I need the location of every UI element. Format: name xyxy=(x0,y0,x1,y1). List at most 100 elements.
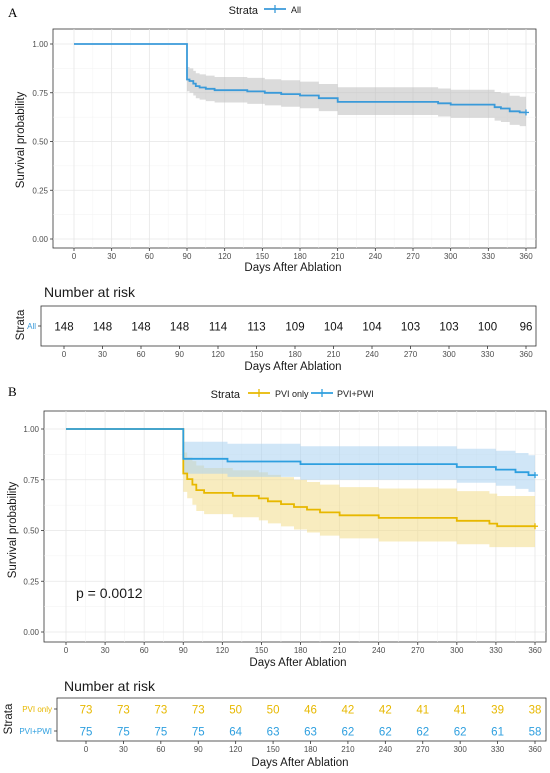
panel-a-x-tick-label: 270 xyxy=(406,252,420,261)
panel-a-x-tick-label: 180 xyxy=(293,252,307,261)
panel-a-risk-count-all: 104 xyxy=(324,322,344,334)
panel-a-x-tick-label: 360 xyxy=(519,252,533,261)
panel-b-x-tick-label: 300 xyxy=(450,646,464,655)
panel-a-x-tick-label: 240 xyxy=(369,252,383,261)
panel-a-y-tick-label: 0.25 xyxy=(32,186,48,195)
panel-b-risk-title: Number at risk xyxy=(64,678,156,694)
panel-b-risk-count-pvi-only: 41 xyxy=(454,705,467,717)
panel-b-risk-count-pvi-only: 50 xyxy=(267,705,280,717)
panel-b-x-tick-label: 150 xyxy=(255,646,269,655)
panel-b-risk-x-tick-label: 180 xyxy=(304,745,318,754)
panel-b-x-tick-label: 360 xyxy=(528,646,542,655)
panel-b-risk-count-pvi-pwi: 62 xyxy=(416,727,429,739)
panel-a-risk-row-label-all: All xyxy=(27,322,36,331)
panel-b-risk-count-pvi-pwi: 75 xyxy=(117,727,130,739)
panel-a-x-tick-label: 60 xyxy=(145,252,154,261)
panel-b-risk-count-pvi-pwi: 63 xyxy=(304,727,317,739)
panel-a-risk-count-all: 96 xyxy=(520,322,533,334)
panel-a-risk-count-all: 113 xyxy=(247,322,265,334)
panel-a-y-tick-label: 1.00 xyxy=(32,40,48,49)
panel-a-x-tick-label: 0 xyxy=(72,252,77,261)
panel-b-risk-x-tick-label: 30 xyxy=(119,745,128,754)
panel-b-x-tick-label: 60 xyxy=(140,646,149,655)
panel-a-risk-count-all: 148 xyxy=(93,322,112,334)
panel-b-letter: B xyxy=(8,384,17,399)
panel-b-risk-x-tick-label: 360 xyxy=(528,745,542,754)
panel-b-risk-count-pvi-only: 42 xyxy=(379,705,392,717)
panel-a-risk-count-all: 148 xyxy=(54,322,73,334)
panel-a-x-tick-label: 330 xyxy=(482,252,496,261)
panel-b-y-tick-label: 1.00 xyxy=(23,425,39,434)
panel-a-risk-count-all: 148 xyxy=(170,322,189,334)
panel-b-risk-strata-label: Strata xyxy=(3,703,15,734)
panel-a-risk-count-all: 104 xyxy=(362,322,382,334)
panel-b-risk-count-pvi-only: 73 xyxy=(192,705,205,717)
panel-a-risk-x-axis-title: Days After Ablation xyxy=(244,361,341,373)
panel-b-x-tick-label: 330 xyxy=(489,646,503,655)
panel-a-ci-band-all xyxy=(74,44,526,127)
panel-a-risk-x-tick-label: 60 xyxy=(137,350,146,359)
panel-a-y-tick-label: 0.00 xyxy=(32,235,48,244)
panel-b-legend-label-pvi-pwi: PVI+PWI xyxy=(337,389,374,399)
panel-b-risk-table: Number at risk Strata 0 30 60 90 120 150 180 21… xyxy=(3,678,547,769)
panel-b-p-value: p = 0.0012 xyxy=(76,585,143,601)
panel-a-risk-title: Number at risk xyxy=(44,284,136,300)
panel-a-survival-curve-all xyxy=(74,43,526,114)
panel-b-y-tick-label: 0.75 xyxy=(23,476,39,485)
panel-b-risk-count-pvi-only: 50 xyxy=(229,705,242,717)
panel-b-risk-row-label-pvi-only: PVI only xyxy=(22,705,52,714)
panel-a-risk-x-tick-label: 240 xyxy=(365,350,379,359)
panel-b-risk-x-tick-label: 0 xyxy=(84,745,89,754)
panel-b-ci-band-pvi-pwi xyxy=(66,429,535,492)
panel-a-risk-grid: 0 30 60 90 120 150 180 210 240 270 300 330 360 All 148… xyxy=(27,305,537,359)
panel-b-risk-x-tick-label: 330 xyxy=(491,745,505,754)
panel-a-risk-x-tick-label: 0 xyxy=(62,350,67,359)
panel-b-x-tick-label: 270 xyxy=(411,646,425,655)
panel-b-risk-x-tick-label: 300 xyxy=(453,745,467,754)
panel-a-risk-count-all: 114 xyxy=(209,322,228,334)
panel-a-x-axis-title: Days After Ablation xyxy=(244,262,341,274)
panel-b-legend: Strata PVI only PVI+PWI xyxy=(211,389,374,401)
panel-b-risk-x-tick-label: 270 xyxy=(416,745,430,754)
panel-a-risk-x-tick-label: 90 xyxy=(175,350,184,359)
panel-a-risk-table: Number at risk Strata 0 30 60 90 120 150 180 21… xyxy=(15,284,537,373)
panel-a-x-tick-label: 210 xyxy=(331,252,345,261)
panel-b-risk-count-pvi-pwi: 62 xyxy=(342,727,355,739)
panel-a-legend: Strata All xyxy=(229,5,301,17)
panel-b-y-tick-label: 0.25 xyxy=(23,577,39,586)
panel-b-risk-count-pvi-pwi: 61 xyxy=(491,727,504,739)
panel-b-plot-area: 0 30 60 90 120 150 180 210 240 270 300 330 360 0.00 0.… xyxy=(23,410,547,655)
panel-a-plot-area: 0 30 60 90 120 150 180 210 240 270 300 330 360 0.00 0.… xyxy=(32,28,537,261)
panel-a-x-tick-label: 30 xyxy=(107,252,116,261)
panel-b-y-tick-label: 0.00 xyxy=(23,628,39,637)
panel-b-risk-border xyxy=(56,697,547,742)
panel-a-risk-x-tick-label: 30 xyxy=(98,350,107,359)
panel-b-y-axis-title: Survival probability xyxy=(7,481,19,578)
panel-a-risk-border xyxy=(40,305,537,347)
panel-a-risk-x-tick-label: 150 xyxy=(250,350,264,359)
panel-b-risk-count-pvi-only: 41 xyxy=(416,705,429,717)
panel-b-risk-count-pvi-pwi: 75 xyxy=(80,727,93,739)
panel-b-survival-curve-pvi-pwi xyxy=(66,428,535,477)
panel-a-risk-x-tick-label: 120 xyxy=(211,350,225,359)
panel-b-risk-count-pvi-pwi: 64 xyxy=(229,727,242,739)
panel-b-risk-x-tick-label: 90 xyxy=(194,745,203,754)
panel-b-risk-x-tick-label: 120 xyxy=(229,745,243,754)
panel-b-risk-grid: 0 30 60 90 120 150 180 210 240 270 300 330 360 PVI on… xyxy=(19,697,547,754)
panel-a-risk-count-all: 109 xyxy=(285,322,304,334)
panel-b-risk-count-pvi-only: 73 xyxy=(80,705,93,717)
panel-a-risk-x-tick-label: 330 xyxy=(481,350,495,359)
panel-b-legend-label-pvi-only: PVI only xyxy=(275,389,309,399)
panel-a-risk-strata-label: Strata xyxy=(15,309,27,340)
panel-a-risk-count-all: 100 xyxy=(478,322,497,334)
panel-b-risk-count-pvi-pwi: 62 xyxy=(454,727,467,739)
panel-a-letter: A xyxy=(8,5,18,20)
panel-b-risk-count-pvi-only: 42 xyxy=(342,705,355,717)
panel-b-risk-count-pvi-only: 46 xyxy=(304,705,317,717)
panel-a-risk-x-tick-label: 270 xyxy=(404,350,418,359)
panel-b-legend-key-pvi-pwi xyxy=(311,389,333,397)
panel-a-risk-count-all: 103 xyxy=(439,322,458,334)
panel-a-x-tick-label: 150 xyxy=(256,252,270,261)
panel-b-risk-x-tick-label: 240 xyxy=(379,745,393,754)
panel-a-risk-count-all: 103 xyxy=(401,322,420,334)
